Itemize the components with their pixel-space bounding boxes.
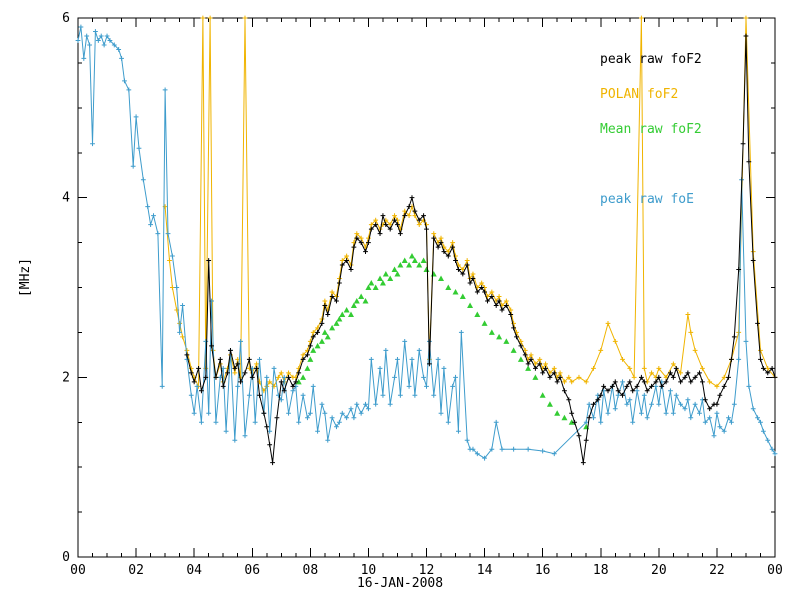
svg-text:4: 4 — [62, 191, 70, 206]
y-axis-label: [MHz] — [18, 257, 34, 298]
legend-item-mean-raw-fof2: Mean raw foF2 — [600, 122, 702, 137]
svg-text:16: 16 — [535, 563, 551, 578]
svg-text:12: 12 — [419, 563, 435, 578]
legend-item-peak-raw-fof2: peak raw foF2 — [600, 52, 702, 67]
svg-text:00: 00 — [70, 563, 86, 578]
legend-item-polan-fof2: POLAN foF2 — [600, 87, 679, 102]
svg-text:6: 6 — [62, 11, 70, 26]
svg-text:00: 00 — [767, 563, 783, 578]
svg-text:04: 04 — [186, 563, 202, 578]
svg-text:20: 20 — [651, 563, 667, 578]
svg-text:14: 14 — [477, 563, 493, 578]
svg-text:06: 06 — [244, 563, 260, 578]
svg-text:18: 18 — [593, 563, 609, 578]
svg-text:2: 2 — [62, 370, 70, 385]
svg-text:02: 02 — [128, 563, 144, 578]
svg-text:22: 22 — [709, 563, 725, 578]
svg-text:10: 10 — [361, 563, 377, 578]
legend-item-peak-raw-foe: peak raw foE — [600, 192, 694, 207]
svg-text:08: 08 — [303, 563, 319, 578]
svg-text:0: 0 — [62, 550, 70, 565]
x-axis-label: 16-JAN-2008 — [356, 576, 444, 591]
